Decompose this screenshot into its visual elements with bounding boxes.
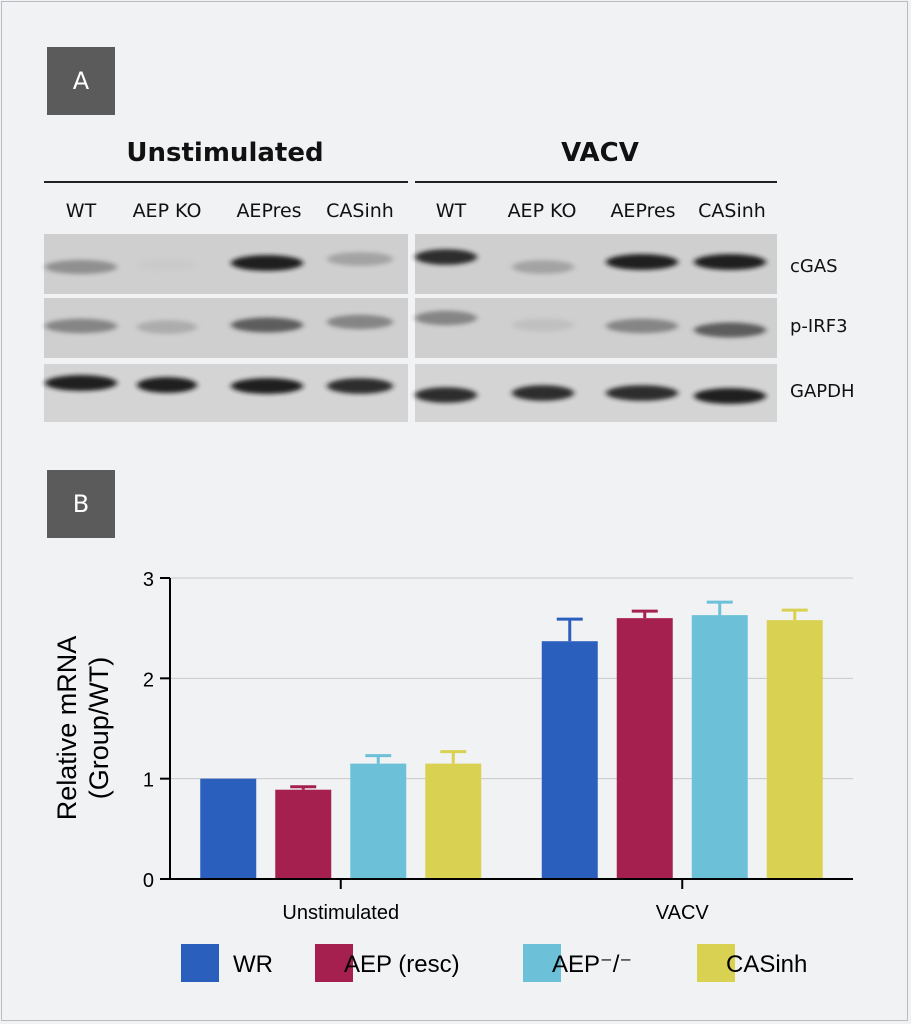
band-cgas-lane-4 xyxy=(327,252,393,266)
band-p-irf3-lane-7 xyxy=(606,318,678,334)
band-p-irf3-lane-6 xyxy=(512,318,574,332)
y-tick-label-1: 1 xyxy=(143,770,154,792)
chart-legend: WR AEP (resc) AEP⁻/⁻ CASinh xyxy=(181,944,807,982)
y-tick-label-0: 0 xyxy=(143,870,154,892)
band-cgas-lane-8 xyxy=(694,254,766,270)
condition-header-vacv: VACV xyxy=(561,138,639,168)
y-axis-title-line1: Relative mRNA xyxy=(52,636,82,821)
band-gapdh-lane-8 xyxy=(694,388,766,404)
band-cgas-lane-6 xyxy=(512,260,574,274)
bar-2-0 xyxy=(350,763,407,879)
y-tick-label-3: 3 xyxy=(143,569,154,591)
chart-bars xyxy=(200,600,823,879)
row-label-p-irf3: p-IRF3 xyxy=(790,316,848,337)
lane-label-casinh: CASinh xyxy=(326,200,394,222)
legend-swatch-1 xyxy=(315,944,353,982)
band-cgas-lane-1 xyxy=(45,259,117,275)
band-p-irf3-lane-8 xyxy=(694,322,766,338)
legend-swatch-0 xyxy=(181,944,219,982)
bar-0-1 xyxy=(541,641,598,879)
chart-ticks: 0 1 2 3 Unstimulated VACV xyxy=(143,569,710,924)
row-label-cgas: cGAS xyxy=(790,256,838,277)
bar-1-1 xyxy=(616,618,673,879)
x-tick-label-0: Unstimulated xyxy=(282,902,399,924)
panel-a-label: A xyxy=(47,47,115,115)
condition-rule-vacv xyxy=(415,181,777,183)
bar-1-0 xyxy=(275,789,332,879)
bar-3-1 xyxy=(766,620,823,879)
band-cgas-lane-2 xyxy=(137,258,197,272)
legend-label-3: CASinh xyxy=(726,951,807,978)
band-p-irf3-lane-4 xyxy=(327,314,393,330)
legend-swatch-3 xyxy=(697,944,735,982)
band-p-irf3-lane-2 xyxy=(137,320,197,334)
band-gapdh-lane-2 xyxy=(137,377,197,393)
chart-gridlines xyxy=(170,577,853,780)
legend-label-1: AEP (resc) xyxy=(344,951,460,978)
panel-b-label: B xyxy=(47,470,115,538)
band-p-irf3-lane-1 xyxy=(45,318,117,334)
band-gapdh-lane-1 xyxy=(45,375,117,391)
legend-label-2: AEP⁻/⁻ xyxy=(552,951,632,978)
band-p-irf3-lane-5 xyxy=(415,310,477,326)
chart-axes xyxy=(169,578,853,880)
lane-label-casinh-vacv: CASinh xyxy=(698,200,766,222)
band-p-irf3-lane-3 xyxy=(231,317,303,333)
legend-swatch-2 xyxy=(523,944,561,982)
lane-label-aep-ko: AEP KO xyxy=(132,200,202,222)
bar-3-0 xyxy=(425,763,482,879)
x-tick-label-1: VACV xyxy=(656,902,710,924)
condition-header-unstimulated: Unstimulated xyxy=(126,138,324,168)
condition-rule-unstimulated xyxy=(44,181,408,183)
band-cgas-lane-3 xyxy=(231,255,303,271)
y-tick-label-2: 2 xyxy=(143,669,154,691)
band-cgas-lane-5 xyxy=(415,249,477,265)
lane-label-wt-vacv: WT xyxy=(435,200,467,222)
blot-strips xyxy=(44,234,777,422)
band-cgas-lane-7 xyxy=(606,254,678,270)
legend-label-0: WR xyxy=(233,951,273,978)
band-gapdh-lane-3 xyxy=(231,378,303,394)
lane-label-aep-ko-vacv: AEP KO xyxy=(507,200,577,222)
lane-label-wt: WT xyxy=(65,200,97,222)
band-gapdh-lane-6 xyxy=(512,385,574,401)
y-axis-title-line2: (Group/WT) xyxy=(84,657,114,800)
blot-bands xyxy=(45,249,766,404)
bar-0-0 xyxy=(200,778,257,879)
lane-label-aepres-vacv: AEPres xyxy=(610,200,676,222)
bar-2-1 xyxy=(691,615,748,879)
band-gapdh-lane-7 xyxy=(606,385,678,401)
band-gapdh-lane-5 xyxy=(415,387,477,403)
row-label-gapdh: GAPDH xyxy=(790,381,855,402)
band-gapdh-lane-4 xyxy=(327,378,393,394)
lane-label-aepres: AEPres xyxy=(236,200,302,222)
